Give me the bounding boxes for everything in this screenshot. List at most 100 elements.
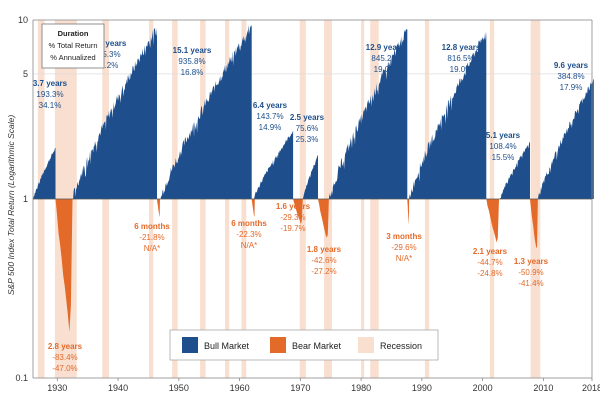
bull-market-area-7 [499, 142, 530, 199]
bull-duration-0: 3.7 years [33, 79, 68, 88]
bear-duration-7: 1.3 years [514, 257, 549, 266]
y-tick-label-1: 5 [23, 69, 28, 79]
bear-annualized-4: -27.2% [311, 267, 336, 276]
key-line-annualized: % Annualized [50, 53, 95, 62]
bear-market-area-0 [55, 199, 73, 332]
bull-annualized-3: 14.9% [259, 123, 282, 132]
bull-market-area-0 [33, 147, 56, 199]
y-axis-label: S&P 500 Index Total Return (Logarithmic … [6, 115, 16, 295]
x-tick-label-7: 2000 [473, 383, 493, 393]
bear-market-area-4 [318, 199, 329, 238]
bear-annualized-6: -24.8% [477, 269, 502, 278]
bear-duration-5: 3 months [386, 232, 422, 241]
bear-duration-3: 1.6 years [276, 202, 311, 211]
x-tick-label-5: 1980 [351, 383, 371, 393]
market-annotations: 3.7 years 193.3% 34.1% 13.9 years 815.3% 17.2… [33, 39, 589, 373]
bear-total-return-5: -29.6% [391, 243, 416, 252]
bull-total-return-3: 143.7% [256, 112, 283, 121]
x-tick-label-6: 1990 [412, 383, 432, 393]
bear-annualized-3: -19.7% [280, 224, 305, 233]
bull-duration-1: 13.9 years [88, 39, 127, 48]
bull-total-return-6: 816.5% [447, 54, 474, 63]
bull-market-area-6 [409, 31, 487, 200]
x-tick-label-2: 1950 [169, 383, 189, 393]
x-tick-label-8: 2010 [533, 383, 553, 393]
bull-annualized-0: 34.1% [39, 101, 62, 110]
x-tick-label-1: 1940 [108, 383, 128, 393]
bear-total-return-3: -29.3% [280, 213, 305, 222]
bear-duration-2: 6 months [231, 219, 267, 228]
bear-market-area-6 [486, 199, 499, 243]
bear-market-area-3 [293, 199, 303, 225]
legend-swatch-bull [182, 337, 198, 353]
bear-total-return-1: -21.8% [139, 233, 164, 242]
bear-market-areas [55, 199, 538, 332]
bull-duration-3: 6.4 years [253, 101, 288, 110]
duration-key-box: Duration % Total Return % Annualized [41, 23, 105, 69]
bull-duration-5: 12.9 years [366, 43, 405, 52]
bear-market-area-7 [530, 199, 538, 249]
x-tick-label-0: 1930 [47, 383, 67, 393]
bull-market-area-1 [72, 27, 157, 199]
bull-duration-6: 12.8 years [442, 43, 481, 52]
bull-annualized-5: 19.0% [374, 65, 397, 74]
legend-swatch-recession [358, 337, 374, 353]
x-tick-label-9: 2018 [582, 383, 600, 393]
bull-annualized-2: 16.8% [181, 68, 204, 77]
bear-annualized-2: N/A* [241, 241, 257, 250]
bull-total-return-5: 845.2% [371, 54, 398, 63]
bull-annualized-8: 17.9% [560, 83, 583, 92]
legend-frame [169, 329, 439, 361]
key-box-frame [41, 23, 105, 69]
bear-annualized-7: -41.4% [518, 279, 543, 288]
bear-duration-0: 2.8 years [48, 342, 83, 351]
bull-duration-4: 2.5 years [290, 113, 325, 122]
bull-annualized-7: 15.5% [492, 153, 515, 162]
y-tick-label-2: 1 [23, 194, 28, 204]
bull-total-return-8: 384.8% [557, 72, 584, 81]
bull-market-area-2 [160, 24, 252, 199]
bull-annualized-4: 25.3% [296, 135, 319, 144]
bear-total-return-4: -42.6% [311, 256, 336, 265]
legend: Bull Market Bear Market Recession [169, 329, 439, 361]
bear-annualized-0: -47.0% [52, 364, 77, 373]
legend-swatch-bear [270, 337, 286, 353]
x-tick-label-4: 1970 [290, 383, 310, 393]
bull-total-return-4: 75.6% [296, 124, 319, 133]
bear-duration-4: 1.8 years [307, 245, 342, 254]
bull-market-areas [33, 24, 594, 200]
y-tick-label-0: 10 [18, 15, 28, 25]
bull-total-return-7: 108.4% [489, 142, 516, 151]
bear-total-return-0: -83.4% [52, 353, 77, 362]
bull-annualized-6: 19.0% [450, 65, 473, 74]
axes: 10 5 1 0.1 1930 1940 1950 1960 1970 1980 1990 2000 2… [15, 15, 600, 393]
key-title: Duration [58, 29, 89, 38]
bull-market-area-3 [253, 130, 294, 199]
bear-duration-6: 2.1 years [473, 247, 508, 256]
x-tick-label-3: 1960 [230, 383, 250, 393]
bear-market-area-5 [407, 199, 410, 225]
bull-total-return-2: 935.8% [178, 57, 205, 66]
bear-total-return-6: -44.7% [477, 258, 502, 267]
bull-duration-8: 9.6 years [554, 61, 589, 70]
key-line-total-return: % Total Return [48, 41, 97, 50]
legend-label-bear: Bear Market [292, 341, 342, 351]
bull-market-area-8 [537, 78, 594, 199]
legend-label-bull: Bull Market [204, 341, 250, 351]
bear-annualized-1: N/A* [144, 244, 160, 253]
bear-total-return-2: -22.3% [236, 230, 261, 239]
bull-duration-2: 15.1 years [173, 46, 212, 55]
bull-total-return-1: 815.3% [93, 50, 120, 59]
bull-total-return-0: 193.3% [36, 90, 63, 99]
legend-label-recession: Recession [380, 341, 422, 351]
bear-annualized-5: N/A* [396, 254, 412, 263]
y-tick-label-3: 0.1 [15, 373, 28, 383]
bear-market-area-2 [251, 199, 255, 217]
bull-duration-7: 5.1 years [486, 131, 521, 140]
bear-total-return-7: -50.9% [518, 268, 543, 277]
bull-market-area-5 [328, 29, 408, 199]
bull-market-area-4 [302, 155, 318, 199]
bull-annualized-1: 17.2% [96, 61, 119, 70]
